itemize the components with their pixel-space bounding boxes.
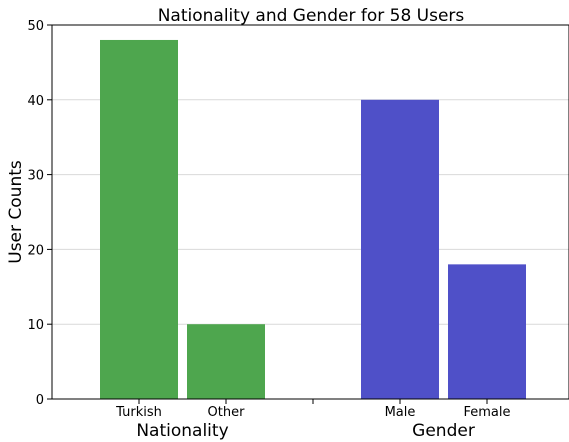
bar-turkish	[100, 39, 178, 400]
x-tick-label: Turkish	[115, 405, 162, 420]
plot-frame	[51, 24, 569, 400]
x-tick-label: Other	[208, 405, 246, 420]
bar-layer	[100, 39, 526, 400]
y-tick-label: 40	[27, 94, 44, 109]
x-tick-label: Female	[463, 405, 510, 420]
y-tick-label: 0	[36, 393, 44, 408]
bar-female	[448, 264, 526, 399]
y-axis-label: User Counts	[6, 160, 26, 264]
y-tick-label: 10	[27, 318, 44, 333]
y-tick-label: 20	[27, 243, 44, 258]
y-tick-label: 50	[27, 19, 44, 34]
bar-male	[361, 99, 439, 400]
bar-other	[187, 324, 265, 399]
x-tick-label: Male	[385, 405, 416, 420]
group-label: Gender	[412, 421, 475, 441]
chart-title: Nationality and Gender for 58 Users	[158, 6, 465, 26]
y-tick-label: 30	[27, 169, 44, 184]
group-label: Nationality	[136, 421, 228, 441]
